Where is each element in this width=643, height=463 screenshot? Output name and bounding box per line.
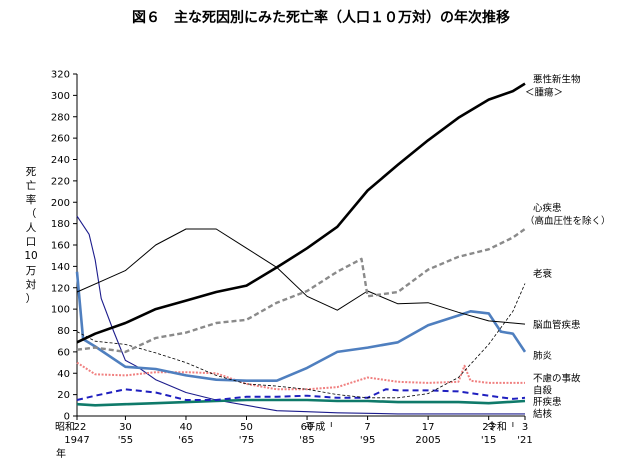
x-tick-label-era: 60 [301, 422, 314, 433]
x-tick-label-year: '55 [118, 435, 133, 446]
y-label-char: ） [26, 293, 37, 305]
y-tick-label: 320 [51, 70, 70, 81]
series-label: 肺炎 [533, 351, 553, 362]
y-tick-label: 300 [51, 91, 70, 102]
x-tick-label-era: 30 [119, 422, 132, 433]
series-lines [75, 82, 527, 415]
x-tick-label-year: '95 [360, 435, 375, 446]
series-label: 悪性新生物 [533, 74, 581, 86]
series-label: 不慮の事故 [533, 373, 581, 385]
y-tick-label: 240 [51, 155, 70, 166]
y-tick-label: 180 [51, 219, 70, 230]
x-tick-label-year: 2005 [415, 435, 440, 446]
x-tick-label-era: 17 [422, 422, 435, 433]
x-axis-label: 年 [56, 447, 66, 460]
y-label-char: 万 [26, 265, 37, 277]
chart-title: 図６ 主な死因別にみた死亡率（人口１０万対）の年次推移 [132, 9, 510, 26]
y-tick-label: 100 [51, 305, 70, 316]
era-name: 平成 [305, 421, 325, 433]
era-name: 昭和 [55, 421, 75, 433]
series-label: 肝疾患 [533, 396, 562, 408]
y-label-char: 率 [26, 193, 37, 206]
y-axis-label: 死亡率 （ 人口 10 万対 ） [24, 166, 37, 305]
y-tick-label: 140 [51, 262, 70, 273]
series-label: 結核 [533, 408, 553, 420]
series-labels: 悪性新生物＜腫瘍＞ 心疾患（高血圧性を除く） 老衰脳血管疾患肺炎不慮の事故自殺肝疾患… [525, 74, 611, 420]
y-label-char: 口 [26, 236, 37, 248]
y-label-char: 10 [24, 250, 37, 262]
y-label-char: 亡 [26, 179, 37, 192]
x-tick-label-era: 3 [522, 422, 528, 433]
x-tick-label-year: '21 [517, 435, 532, 446]
series-line [76, 228, 526, 325]
y-tick-label: 60 [57, 347, 70, 358]
y-label-char: 死 [26, 166, 37, 178]
series-line [76, 82, 526, 344]
x-tick-label-year: '15 [481, 435, 496, 446]
x-tick-label-year: '85 [299, 435, 314, 446]
series-label-sub: （高血圧性を除く） [525, 215, 611, 227]
y-tick-label: 0 [64, 412, 70, 423]
x-tick-label-era: 50 [240, 422, 253, 433]
series-label: 脳血管疾患 [533, 319, 581, 331]
x-tick-label-year: 1947 [64, 435, 89, 446]
y-tick-label: 20 [57, 390, 70, 401]
y-tick-label: 260 [51, 134, 70, 145]
y-tick-label: 220 [51, 176, 70, 187]
series-label-sub: ＜腫瘍＞ [525, 87, 563, 99]
y-tick-label: 120 [51, 283, 70, 294]
series-line [76, 215, 525, 415]
x-tick-label-era: 7 [364, 422, 370, 433]
y-tick-label: 80 [57, 326, 70, 337]
y-tick-label: 160 [51, 241, 70, 252]
x-tick-label-year: '65 [178, 435, 193, 446]
x-tick-label-era: 40 [180, 422, 193, 433]
axes: 0 20 40 60 80 100 120 140 160 180 200 220 240 260 280 3… [51, 70, 533, 447]
series-label: 自殺 [533, 384, 553, 396]
y-tick-label: 40 [57, 369, 70, 380]
y-label-char: （ [26, 208, 37, 220]
era-name: 令和 [487, 420, 507, 433]
y-tick-label: 200 [51, 198, 70, 209]
series-line [76, 388, 526, 401]
y-label-char: 人 [26, 222, 37, 234]
y-label-char: 対 [26, 278, 37, 291]
series-line [75, 271, 527, 382]
y-tick-label: 280 [51, 112, 70, 123]
series-line [76, 398, 526, 407]
series-label: 心疾患 [533, 202, 562, 214]
x-tick-label-era: 27 [482, 422, 495, 433]
series-line [76, 361, 525, 391]
series-label: 老衰 [533, 268, 553, 280]
series-line [76, 228, 526, 354]
series-line [76, 283, 526, 399]
x-tick-label-era: 22 [74, 422, 87, 433]
x-tick-label-year: '75 [239, 435, 254, 446]
